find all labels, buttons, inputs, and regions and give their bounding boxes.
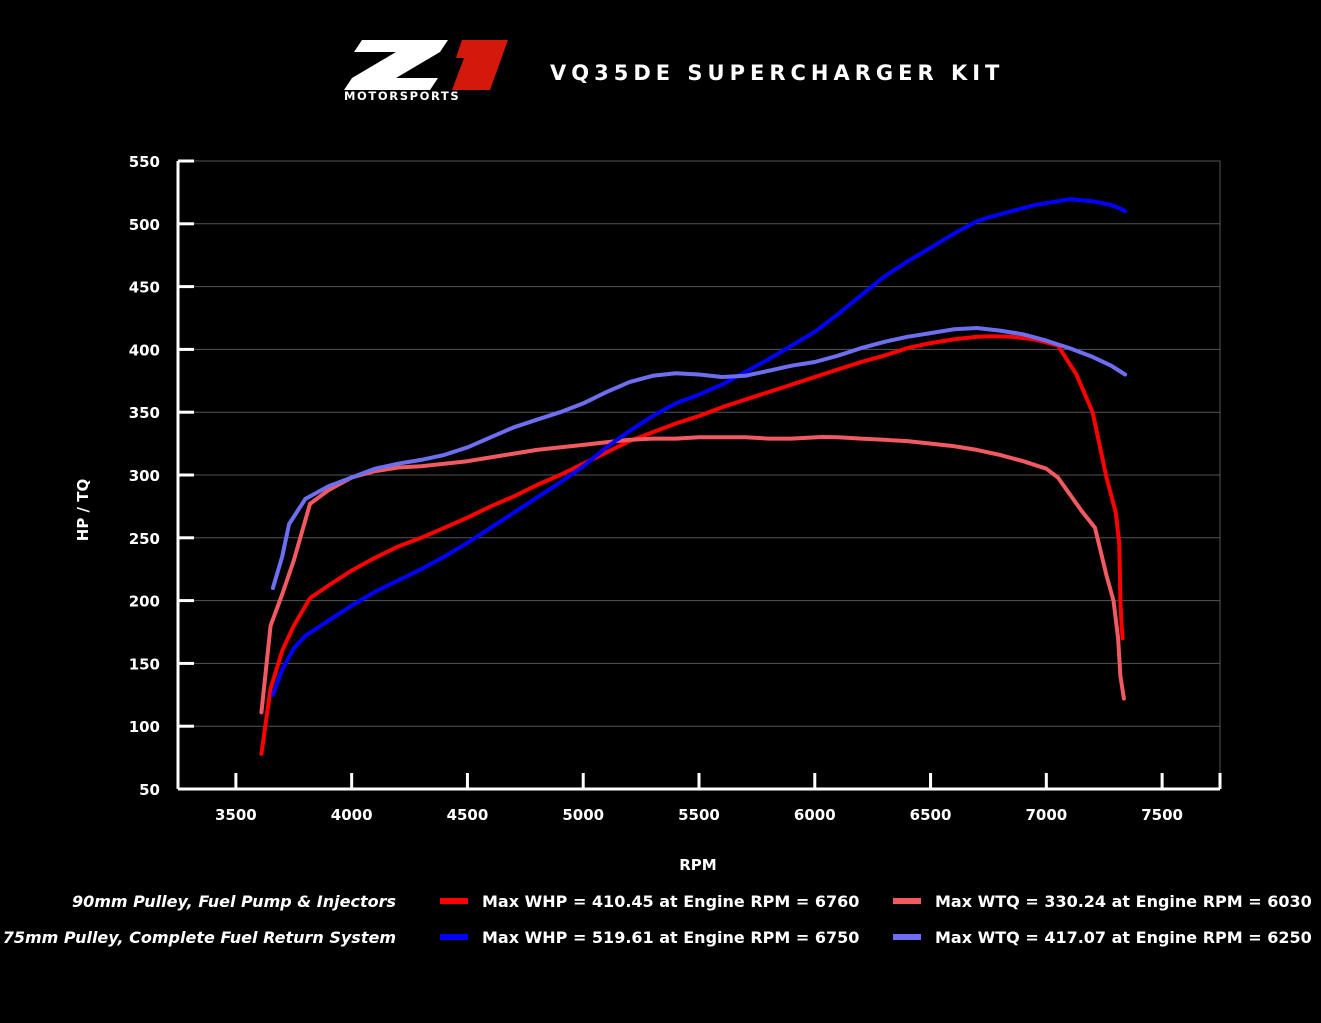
grid-lines <box>178 160 1221 789</box>
legend-item-text: Max WTQ = 417.07 at Engine RPM = 6250 <box>935 928 1312 947</box>
series-line-2 <box>270 197 1128 697</box>
y-tick-label: 200 <box>129 593 160 611</box>
x-tick-label: 5000 <box>562 806 604 824</box>
legend-row-90mm: 90mm Pulley, Fuel Pump & Injectors Max W… <box>0 892 1321 916</box>
logo-subtext: MOTORSPORTS <box>344 89 460 102</box>
y-tick-label: 150 <box>129 655 160 673</box>
y-tick-label: 400 <box>129 341 160 359</box>
legend-item-90mm-whp: Max WHP = 410.45 at Engine RPM = 6760 <box>440 892 859 911</box>
x-tick-label: 6000 <box>794 806 836 824</box>
series-line-0 <box>259 334 1125 756</box>
x-tick-label: 5500 <box>678 806 720 824</box>
y-tick-label: 50 <box>139 781 160 799</box>
legend-label-90mm: 90mm Pulley, Fuel Pump & Injectors <box>71 892 396 911</box>
legend-swatch <box>893 933 921 940</box>
x-axis-title: RPM <box>679 856 716 874</box>
x-tick-label: 7000 <box>1025 806 1067 824</box>
chart-title: VQ35DE SUPERCHARGER KIT <box>550 61 1005 85</box>
tick-labels: 50 100 150 200 250 300 350 400 450 500 550 3500 4000… <box>129 153 1183 824</box>
x-tick-label: 3500 <box>215 806 257 824</box>
legend-item-90mm-wtq: Max WTQ = 330.24 at Engine RPM = 6030 <box>893 892 1312 911</box>
legend-row-75mm: 75mm Pulley, Complete Fuel Return System… <box>0 928 1321 952</box>
legend-label-75mm: 75mm Pulley, Complete Fuel Return System <box>2 928 396 947</box>
legend-item-75mm-whp: Max WHP = 519.61 at Engine RPM = 6750 <box>440 928 859 947</box>
series-line-1 <box>259 435 1126 715</box>
legend-swatch <box>440 897 468 904</box>
y-tick-label: 300 <box>129 467 160 485</box>
y-tick-label: 550 <box>129 153 160 171</box>
legend-swatch <box>440 933 468 940</box>
y-axis-title: HP / TQ <box>74 479 92 541</box>
z1-motorsports-logo: MOTORSPORTS <box>344 40 508 102</box>
y-tick-label: 250 <box>129 530 160 548</box>
legend-item-75mm-wtq: Max WTQ = 417.07 at Engine RPM = 6250 <box>893 928 1312 947</box>
x-tick-label: 4500 <box>447 806 489 824</box>
y-tick-label: 450 <box>129 279 160 297</box>
x-tick-label: 7500 <box>1141 806 1183 824</box>
y-tick-label: 350 <box>129 404 160 422</box>
legend-item-text: Max WHP = 410.45 at Engine RPM = 6760 <box>482 892 860 911</box>
series-lines <box>259 197 1128 756</box>
legend-item-text: Max WHP = 519.61 at Engine RPM = 6750 <box>482 928 860 947</box>
axes <box>176 159 1222 791</box>
x-tick-label: 6500 <box>910 806 952 824</box>
y-tick-label: 500 <box>129 216 160 234</box>
legend-swatch <box>893 897 921 904</box>
x-tick-label: 4000 <box>331 806 373 824</box>
legend-item-text: Max WTQ = 330.24 at Engine RPM = 6030 <box>935 892 1312 911</box>
dyno-chart: 50 100 150 200 250 300 350 400 450 500 550 3500 4000… <box>74 153 1222 874</box>
series-line-3 <box>270 326 1128 590</box>
y-tick-label: 100 <box>129 718 160 736</box>
